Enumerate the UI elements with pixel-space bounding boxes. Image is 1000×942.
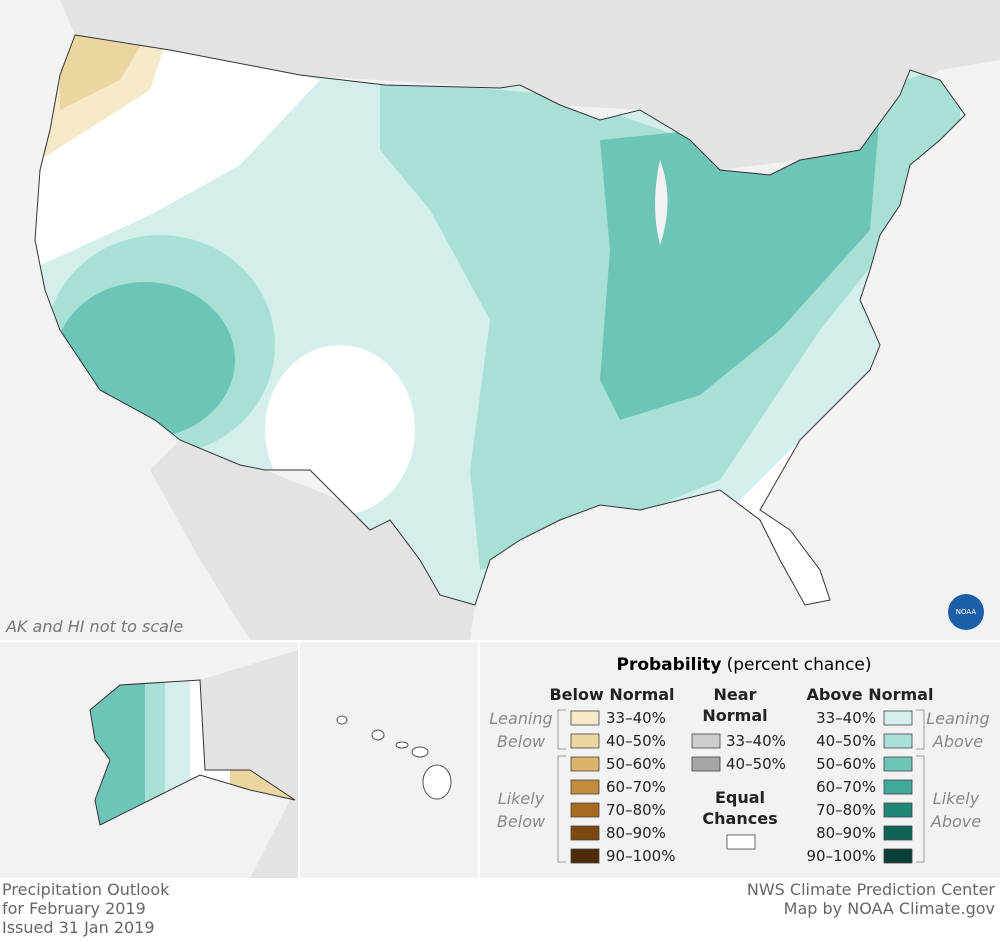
legend-label: 50–60% [606, 755, 666, 773]
noaa-logo [948, 594, 984, 630]
legend-label: 70–80% [606, 801, 666, 819]
swatch [883, 825, 913, 841]
logo-text: NOAA [956, 608, 977, 616]
near-heading: Normal [702, 706, 767, 725]
swatch [570, 825, 600, 841]
group-label: Leaning [489, 709, 552, 728]
legend-label: 80–90% [606, 824, 666, 842]
legend-label: 60–70% [606, 778, 666, 796]
swatch [883, 733, 913, 749]
canada [200, 650, 298, 878]
group-label: Below [497, 732, 546, 751]
scale-note: AK and HI not to scale [5, 617, 183, 636]
mexico [150, 440, 475, 640]
footer-left: Issued 31 Jan 2019 [2, 918, 155, 937]
swatch [883, 756, 913, 772]
swatch [883, 710, 913, 726]
island [395, 741, 409, 749]
legend-label: 80–90% [816, 824, 876, 842]
swatch [726, 834, 756, 850]
island [371, 729, 385, 741]
group-label: Leaning [926, 709, 989, 728]
swatch [691, 733, 721, 749]
legend-label: 60–70% [816, 778, 876, 796]
swatch [570, 779, 600, 795]
swatch [883, 802, 913, 818]
swatch [570, 733, 600, 749]
canada [0, 0, 1000, 170]
footer-right: Map by NOAA Climate.gov [784, 899, 995, 918]
island [336, 715, 348, 725]
lake-michigan [655, 160, 668, 245]
group-label: Likely [498, 789, 545, 808]
legend-title-main: Probability [616, 655, 721, 675]
legend-label: 33–40% [606, 709, 666, 727]
island [422, 764, 452, 800]
footer-left: for February 2019 [2, 899, 146, 918]
legend-label: 40–50% [606, 732, 666, 750]
group-label: Above [932, 732, 983, 751]
hawaii-inset [300, 642, 478, 878]
footer-left: Precipitation Outlook [2, 880, 170, 899]
legend-label: 33–40% [816, 709, 876, 727]
equal-heading: Equal [715, 788, 765, 807]
legend-label: 90–100% [807, 847, 876, 865]
legend-label: 50–60% [816, 755, 876, 773]
legend-label: 33–40% [726, 732, 786, 750]
legend-label: 70–80% [816, 801, 876, 819]
swatch [883, 779, 913, 795]
legend-label: 40–50% [816, 732, 876, 750]
group-label: Above [930, 812, 981, 831]
legend-label: 90–100% [606, 847, 675, 865]
swatch [570, 710, 600, 726]
legend-title-note: (percent chance) [727, 655, 872, 675]
below-heading: Below Normal [549, 685, 674, 704]
swatch [691, 756, 721, 772]
swatch [570, 848, 600, 864]
group-label: Likely [933, 789, 980, 808]
alaska-outline [89, 679, 296, 826]
hawaii-islands [336, 715, 452, 800]
legend-label: 40–50% [726, 755, 786, 773]
us-outline [34, 34, 966, 606]
swatch [570, 756, 600, 772]
near-heading: Near [714, 685, 757, 704]
swatch [883, 848, 913, 864]
above-heading: Above Normal [807, 685, 934, 704]
equal-heading: Chances [702, 809, 777, 828]
bracket [557, 709, 925, 863]
island [411, 746, 429, 758]
legend-title: Probability (percent chance) [616, 655, 871, 675]
zone-above-50 [600, 110, 880, 420]
group-label: Below [497, 812, 546, 831]
footer-right: NWS Climate Prediction Center [747, 880, 996, 899]
swatch [570, 802, 600, 818]
